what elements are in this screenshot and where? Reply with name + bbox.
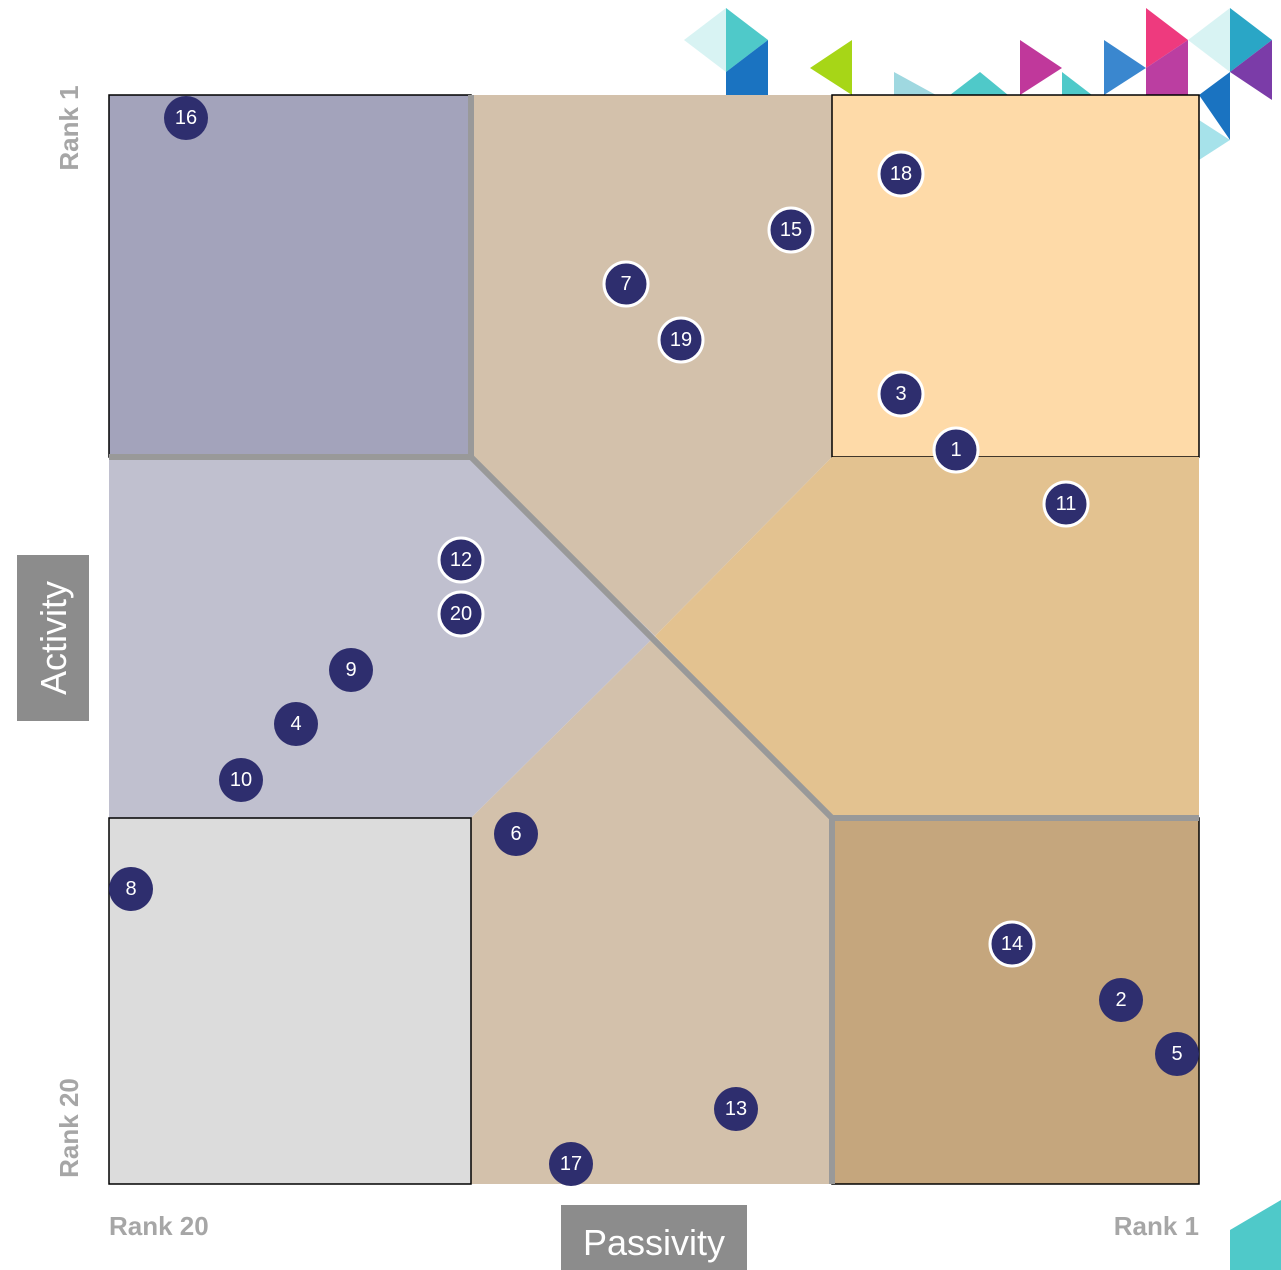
node-label: 2 xyxy=(1115,989,1126,1011)
node-label: 3 xyxy=(895,383,906,405)
node-label: 17 xyxy=(560,1153,582,1175)
node-label: 19 xyxy=(670,329,692,351)
node: 8 xyxy=(109,867,153,911)
node: 7 xyxy=(604,262,648,306)
node: 15 xyxy=(769,208,813,252)
node-label: 11 xyxy=(1056,493,1077,515)
node: 12 xyxy=(439,538,483,582)
y-title: Activity xyxy=(33,581,74,695)
node: 6 xyxy=(494,812,538,856)
node-label: 18 xyxy=(890,163,912,185)
node: 13 xyxy=(714,1087,758,1131)
node-label: 7 xyxy=(620,273,631,295)
node-label: 14 xyxy=(1001,933,1023,955)
node: 2 xyxy=(1099,978,1143,1022)
node-label: 13 xyxy=(725,1098,747,1120)
node: 18 xyxy=(879,152,923,196)
node: 9 xyxy=(329,648,373,692)
node: 17 xyxy=(549,1142,593,1186)
node: 19 xyxy=(659,318,703,362)
x-title: Passivity xyxy=(583,1222,725,1263)
node-label: 1 xyxy=(950,439,961,461)
node: 4 xyxy=(274,702,318,746)
node-label: 12 xyxy=(450,549,472,571)
node: 14 xyxy=(990,922,1034,966)
node-label: 10 xyxy=(230,769,252,791)
node: 5 xyxy=(1155,1032,1199,1076)
x-right-label: Rank 1 xyxy=(1114,1211,1199,1241)
node-label: 5 xyxy=(1171,1043,1182,1065)
node-label: 4 xyxy=(290,713,301,735)
x-left-label: Rank 20 xyxy=(109,1211,209,1241)
node-label: 8 xyxy=(125,878,136,900)
node-label: 15 xyxy=(780,219,802,241)
node: 1 xyxy=(934,428,978,472)
regions xyxy=(109,95,1199,1184)
node-label: 6 xyxy=(510,823,521,845)
node: 3 xyxy=(879,372,923,416)
node-label: 20 xyxy=(450,603,472,625)
node: 11 xyxy=(1044,482,1088,526)
y-bottom-label: Rank 20 xyxy=(54,1078,84,1178)
node: 20 xyxy=(439,592,483,636)
node: 16 xyxy=(164,96,208,140)
node-label: 9 xyxy=(345,659,356,681)
node: 10 xyxy=(219,758,263,802)
y-top-label: Rank 1 xyxy=(54,85,84,170)
node-label: 16 xyxy=(175,107,197,129)
diagram: Rank 1 Rank 20 Activity Rank 20 Rank 1 P… xyxy=(0,0,1281,1270)
